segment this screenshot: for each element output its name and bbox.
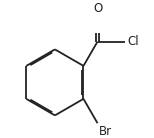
Text: O: O [93,2,102,15]
Text: Cl: Cl [128,35,139,48]
Text: Br: Br [99,125,112,138]
